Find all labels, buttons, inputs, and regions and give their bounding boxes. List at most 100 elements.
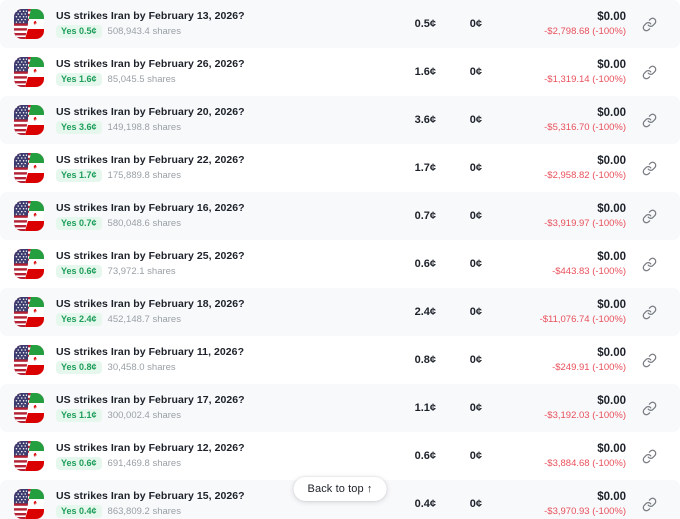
position-value: $0.00 [597,10,626,23]
market-title[interactable]: US strikes Iran by February 18, 2026? [56,297,245,310]
row-actions[interactable] [630,449,668,464]
side-badge: Yes 1.7¢ [56,168,102,183]
row-actions[interactable] [630,353,668,368]
average-price: 0¢ [469,162,482,174]
position-row[interactable]: US strikes Iran by February 17, 2026? Ye… [0,384,680,432]
position-summary: Yes 2.4¢ 452,148.7 shares [56,312,374,327]
row-actions[interactable] [630,257,668,272]
market-title[interactable]: US strikes Iran by February 20, 2026? [56,105,245,118]
market-title[interactable]: US strikes Iran by February 13, 2026? [56,9,245,22]
side-badge: Yes 0.7¢ [56,216,102,231]
shares-amount: 85,045.5 shares [107,74,176,85]
position-pnl: -$3,884.68 (-100%) [544,457,626,469]
market-title[interactable]: US strikes Iran by February 22, 2026? [56,153,245,166]
position-row[interactable]: US strikes Iran by February 18, 2026? Ye… [0,288,680,336]
position-value: $0.00 [597,106,626,119]
us-iran-flag-icon [14,345,44,375]
position-pnl: -$249.91 (-100%) [552,361,626,373]
side-badge: Yes 0.5¢ [56,24,102,39]
position-pnl: -$443.83 (-100%) [552,265,626,277]
average-price: 0¢ [469,450,482,462]
position-value: $0.00 [597,250,626,263]
position-pnl: -$3,970.93 (-100%) [544,505,626,517]
current-price: 1.7¢ [414,162,436,174]
position-summary: Yes 0.5¢ 508,943.4 shares [56,24,374,39]
average-price: 0¢ [469,498,482,510]
link-icon[interactable] [642,497,657,512]
current-price: 2.4¢ [414,306,436,318]
row-actions[interactable] [630,113,668,128]
link-icon[interactable] [642,449,657,464]
shares-amount: 30,458.0 shares [107,362,176,373]
row-actions[interactable] [630,17,668,32]
position-row[interactable]: US strikes Iran by February 25, 2026? Ye… [0,240,680,288]
side-badge: Yes 0.8¢ [56,360,102,375]
row-actions[interactable] [630,209,668,224]
link-icon[interactable] [642,305,657,320]
position-pnl: -$3,192.03 (-100%) [544,409,626,421]
position-pnl: -$2,798.68 (-100%) [544,25,626,37]
side-badge: Yes 1.1¢ [56,408,102,423]
position-row[interactable]: US strikes Iran by February 11, 2026? Ye… [0,336,680,384]
market-info: US strikes Iran by February 25, 2026? Ye… [56,250,374,279]
row-actions[interactable] [630,305,668,320]
row-actions[interactable] [630,497,668,512]
link-icon[interactable] [642,401,657,416]
link-icon[interactable] [642,161,657,176]
position-value: $0.00 [597,154,626,167]
shares-amount: 149,198.8 shares [107,122,181,133]
market-title[interactable]: US strikes Iran by February 16, 2026? [56,201,245,214]
position-value: $0.00 [597,298,626,311]
current-price: 0.6¢ [414,258,436,270]
position-value: $0.00 [597,202,626,215]
position-value-cell: $0.00 -$249.91 (-100%) [482,347,630,374]
position-row[interactable]: US strikes Iran by February 16, 2026? Ye… [0,192,680,240]
position-summary: Yes 1.7¢ 175,889.8 shares [56,168,374,183]
position-row[interactable]: US strikes Iran by February 13, 2026? Ye… [0,0,680,48]
link-icon[interactable] [642,113,657,128]
shares-amount: 73,972.1 shares [107,266,176,277]
market-info: US strikes Iran by February 17, 2026? Ye… [56,394,374,423]
market-title[interactable]: US strikes Iran by February 17, 2026? [56,393,245,406]
position-value: $0.00 [597,58,626,71]
market-title[interactable]: US strikes Iran by February 12, 2026? [56,441,245,454]
us-iran-flag-icon [14,57,44,87]
market-title[interactable]: US strikes Iran by February 25, 2026? [56,249,245,262]
market-info: US strikes Iran by February 13, 2026? Ye… [56,10,374,39]
link-icon[interactable] [642,209,657,224]
link-icon[interactable] [642,65,657,80]
position-row[interactable]: US strikes Iran by February 26, 2026? Ye… [0,48,680,96]
position-value-cell: $0.00 -$3,919.97 (-100%) [482,203,630,230]
shares-amount: 691,469.8 shares [107,458,181,469]
back-to-top-button[interactable]: Back to top ↑ [293,477,387,501]
row-actions[interactable] [630,401,668,416]
position-summary: Yes 1.6¢ 85,045.5 shares [56,72,374,87]
shares-amount: 508,943.4 shares [107,26,181,37]
average-price: 0¢ [469,258,482,270]
market-title[interactable]: US strikes Iran by February 26, 2026? [56,57,245,70]
shares-amount: 300,002.4 shares [107,410,181,421]
position-row[interactable]: US strikes Iran by February 12, 2026? Ye… [0,432,680,480]
position-pnl: -$1,319.14 (-100%) [544,73,626,85]
market-info: US strikes Iran by February 11, 2026? Ye… [56,346,374,375]
market-title[interactable]: US strikes Iran by February 11, 2026? [56,345,245,358]
link-icon[interactable] [642,17,657,32]
side-badge: Yes 0.6¢ [56,456,102,471]
average-price: 0¢ [469,210,482,222]
shares-amount: 863,809.2 shares [107,506,181,517]
row-actions[interactable] [630,65,668,80]
current-price: 1.6¢ [414,66,436,78]
side-badge: Yes 0.4¢ [56,504,102,519]
us-iran-flag-icon [14,489,44,519]
market-info: US strikes Iran by February 16, 2026? Ye… [56,202,374,231]
link-icon[interactable] [642,257,657,272]
us-iran-flag-icon [14,105,44,135]
row-actions[interactable] [630,161,668,176]
us-iran-flag-icon [14,201,44,231]
link-icon[interactable] [642,353,657,368]
position-row[interactable]: US strikes Iran by February 20, 2026? Ye… [0,96,680,144]
position-row[interactable]: US strikes Iran by February 22, 2026? Ye… [0,144,680,192]
position-value-cell: $0.00 -$11,076.74 (-100%) [482,299,630,326]
side-badge: Yes 0.6¢ [56,264,102,279]
